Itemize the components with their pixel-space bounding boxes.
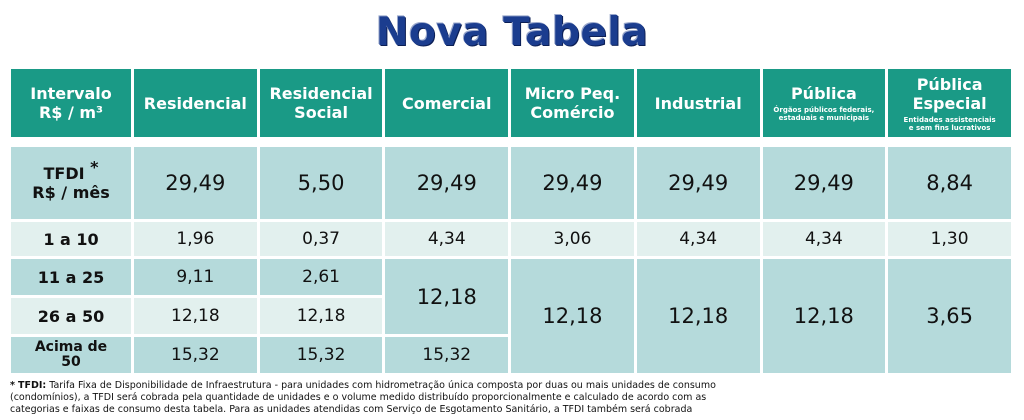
header-micro-line2: Comércio [530,103,615,122]
header-publica-subtitle: Órgãos públicos federais, estaduais e mu… [763,106,886,122]
tfdi-residencial-social: 5,50 [259,147,383,219]
footnote-line-2: (condomínios), a TFDI será cobrada pela … [10,392,707,403]
row-acima-label: Acima de 50 [11,337,131,373]
header-interval-line1: Intervalo [30,84,112,103]
merged-publica-especial: 3,65 [888,259,1011,373]
spacer [11,140,1011,144]
header-residencial-social-line2: Social [294,103,348,122]
footnote-term: TFDI: [18,380,47,391]
row-11-25-residencial: 9,11 [134,259,257,295]
row-26-50-label: 26 a 50 [11,298,131,334]
tfdi-industrial: 29,49 [636,147,760,219]
header-interval-line2: R$ / m³ [38,103,104,122]
tfdi-micro: 29,49 [511,147,634,219]
tfdi-publica: 29,49 [762,147,886,219]
header-publica-especial: Pública Especial Entidades assistenciais… [888,69,1011,137]
header-residencial-social: Residencial Social [259,69,383,137]
header-residencial: Residencial [134,69,257,137]
row-1-10-residencial-social: 0,37 [259,222,383,256]
tfdi-label-line1: TFDI [43,164,85,183]
tfdi-row: TFDI * R$ / mês 29,49 5,50 29,49 29,49 2… [11,147,1011,219]
merged-industrial: 12,18 [636,259,760,373]
merged-micro: 12,18 [511,259,634,373]
row-1-10-label: 1 a 10 [11,222,131,256]
header-micro: Micro Peq. Comércio [511,69,634,137]
spacer-row [11,140,1011,144]
row-11-25: 11 a 25 9,11 2,61 12,18 12,18 12,18 12,1… [11,259,1011,373]
tariff-table: Intervalo R$ / m³ Residencial Residencia… [8,66,1014,376]
header-publica: Pública Órgãos públicos federais, estadu… [762,69,886,137]
row-acima-residencial-social: 15,32 [259,337,383,373]
header-micro-line1: Micro Peq. [524,84,621,103]
row-26-50-residencial: 12,18 [134,298,257,334]
row-1-10-comercial: 4,34 [385,222,509,256]
row-1-10-industrial: 4,34 [636,222,760,256]
footnote-line-1: Tarifa Fixa de Disponibilidade de Infrae… [49,380,716,391]
row-26-50-residencial-social: 12,18 [259,298,383,334]
header-publica-especial-sub-line1: Entidades assistenciais [903,115,996,124]
header-publica-title: Pública [790,84,857,103]
row-11-25-label: 11 a 25 [11,259,131,295]
footnote: * TFDI: Tarifa Fixa de Disponibilidade d… [10,380,1014,416]
header-residencial-social-line1: Residencial [269,84,373,103]
header-publica-especial-subtitle: Entidades assistenciais e sem fins lucra… [888,116,1011,132]
header-publica-sub-line1: Órgãos públicos federais, [773,106,875,114]
footnote-marker: * [10,380,15,391]
page-title: Nova Tabela [375,10,649,55]
tfdi-comercial: 29,49 [385,147,509,219]
footnote-line-3: categorias e faixas de consumo desta tab… [10,404,693,415]
row-26-50: 26 a 50 12,18 12,18 [11,298,1011,334]
tfdi-asterisk: * [90,157,99,177]
row-1-10: 1 a 10 1,96 0,37 4,34 3,06 4,34 4,34 1,3… [11,222,1011,256]
row-1-10-micro: 3,06 [511,222,634,256]
header-publica-especial-line1: Pública [916,74,983,94]
header-publica-sub-line2: estaduais e municipais [778,114,870,122]
row-acima-50: Acima de 50 15,32 15,32 15,32 [11,337,1011,373]
row-1-10-residencial: 1,96 [134,222,257,256]
row-11-25-residencial-social: 2,61 [259,259,383,295]
row-acima-residencial: 15,32 [134,337,257,373]
merged-publica: 12,18 [762,259,886,373]
row-1-10-publica-especial: 1,30 [888,222,1011,256]
tfdi-label: TFDI * R$ / mês [11,147,131,219]
header-publica-especial-sub-line2: e sem fins lucrativos [908,123,991,132]
row-acima-label-line1: Acima de [34,339,108,355]
row-acima-comercial: 15,32 [385,337,509,373]
tfdi-publica-especial: 8,84 [888,147,1011,219]
tfdi-label-line2: R$ / mês [32,183,110,202]
row-1-10-publica: 4,34 [762,222,886,256]
header-publica-especial-line2: Especial [912,93,987,113]
tfdi-residencial: 29,49 [134,147,257,219]
merged-comercial-11-50: 12,18 [385,259,509,334]
header-comercial: Comercial [385,69,509,137]
header-row: Intervalo R$ / m³ Residencial Residencia… [11,69,1011,137]
header-interval: Intervalo R$ / m³ [11,69,131,137]
row-acima-label-line2: 50 [61,354,81,370]
header-industrial: Industrial [636,69,760,137]
